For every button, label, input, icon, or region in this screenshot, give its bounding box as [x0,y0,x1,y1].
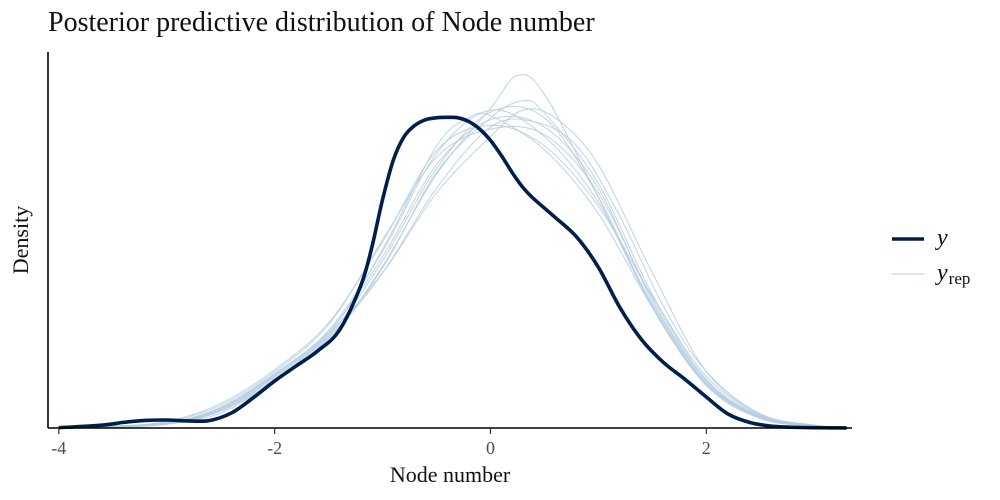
x-tick-label: 0 [486,438,495,458]
legend-y-label: y [935,225,948,251]
x-ticks: -4 -2 0 2 [51,428,711,458]
legend-yrep-subscript: rep [949,269,971,288]
x-tick-label: -4 [51,438,66,458]
legend: y yrep [892,225,970,288]
yrep-density-line-6 [58,125,847,429]
yrep-density-line-3 [58,108,847,429]
y-density-line [58,115,847,430]
y-axis-label: Density [8,206,33,274]
x-tick-label: 2 [702,438,711,458]
yrep-series-group [58,74,847,429]
yrep-density-line-1 [58,109,847,429]
legend-yrep-text: y [935,260,948,286]
plot-area [58,74,847,430]
yrep-density-line-5 [58,124,847,429]
legend-y-text: y [935,225,948,251]
yrep-density-line-2 [58,100,847,429]
x-tick-label: -2 [267,438,282,458]
legend-yrep-label: yrep [935,260,970,288]
yrep-density-line-8 [58,106,847,429]
yrep-density-line-10 [58,118,847,429]
yrep-density-line-7 [58,112,847,429]
chart-title: Posterior predictive distribution of Nod… [48,7,595,38]
x-axis-label: Node number [390,462,511,487]
yrep-density-line-9 [58,115,847,429]
y-series-group [58,115,847,430]
